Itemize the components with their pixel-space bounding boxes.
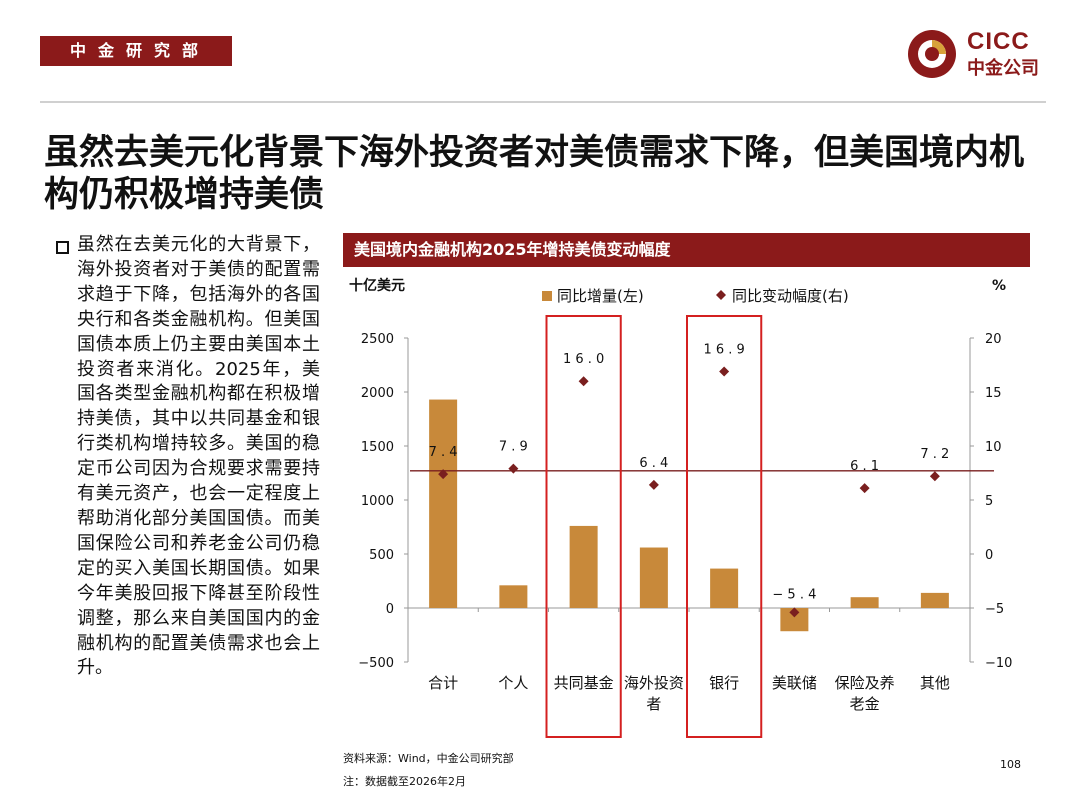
- x-category-label: 者: [646, 695, 661, 713]
- y-left-tick-label: 1000: [361, 494, 394, 509]
- point-label: 7 . 9: [499, 440, 528, 455]
- data-note: 注：数据截至2026年2月: [343, 775, 466, 788]
- point-label: 7 . 2: [920, 447, 949, 462]
- y-right-tick-label: 0: [985, 548, 993, 563]
- x-category-label: 银行: [709, 674, 739, 692]
- highlight-box-共同基金: [545, 315, 622, 738]
- x-category-label: 保险及养: [835, 674, 895, 692]
- x-category-label: 共同基金: [554, 674, 614, 692]
- x-category-label: 其他: [920, 674, 950, 692]
- highlight-box-银行: [686, 315, 763, 738]
- department-banner: 中金研究部: [40, 36, 232, 66]
- bar-保险及养老金: [850, 597, 879, 608]
- x-category-label: 老金: [850, 695, 880, 713]
- bar-个人: [499, 585, 528, 608]
- legend-point-label: 同比变动幅度(右): [732, 287, 849, 305]
- bullet-square-icon: [56, 241, 69, 254]
- y-left-tick-label: −500: [358, 656, 394, 671]
- point-label: 6 . 4: [639, 456, 668, 471]
- point-label: 7 . 4: [429, 445, 458, 460]
- bullet-paragraph: 虽然在去美元化的大背景下，海外投资者对于美债的配置需求趋于下降，包括海外的各国央…: [56, 233, 320, 681]
- x-category-label: 合计: [428, 674, 458, 692]
- y-left-tick-label: 1500: [361, 440, 394, 455]
- logo-chinese-text: 中金公司: [967, 58, 1039, 79]
- y-right-unit-label: %: [992, 278, 1006, 294]
- legend-diamond-icon: [716, 290, 726, 300]
- page-number: 108: [1000, 758, 1021, 771]
- y-left-tick-label: 0: [386, 602, 394, 617]
- bar-其他: [920, 592, 949, 608]
- point-label: 1 6 . 0: [563, 352, 604, 367]
- page-title: 虽然去美元化背景下海外投资者对美债需求下降，但美国境内机构仍积极增持美债: [44, 133, 1025, 215]
- point-marker-合计: [438, 469, 449, 480]
- bar-海外投资者: [639, 547, 668, 608]
- header-divider: [40, 101, 1046, 103]
- point-marker-保险及养老金: [859, 483, 870, 494]
- logo-english-text: CICC: [967, 28, 1030, 55]
- y-right-tick-label: −5: [985, 602, 1004, 617]
- point-label: 6 . 1: [850, 459, 879, 474]
- point-marker-个人: [508, 463, 519, 474]
- cicc-logo: CICC 中金公司: [906, 26, 1046, 80]
- point-marker-海外投资者: [648, 479, 659, 490]
- source-note: 资料来源：Wind，中金公司研究部: [343, 752, 514, 765]
- bullet-text: 虽然在去美元化的大背景下，海外投资者对于美债的配置需求趋于下降，包括海外的各国央…: [77, 234, 320, 679]
- point-label: − 5 . 4: [772, 587, 816, 602]
- point-marker-美联储: [789, 607, 800, 618]
- y-right-tick-label: 20: [985, 332, 1002, 347]
- bar-美联储: [780, 608, 809, 632]
- point-marker-银行: [719, 366, 730, 377]
- point-label: 1 6 . 9: [703, 342, 744, 357]
- y-left-tick-label: 2500: [361, 332, 394, 347]
- chart-header: 美国境内金融机构2025年增持美债变动幅度: [343, 233, 1030, 267]
- y-left-tick-label: 2000: [361, 386, 394, 401]
- bar-共同基金: [569, 525, 598, 608]
- y-left-tick-label: 500: [369, 548, 394, 563]
- y-right-tick-label: 15: [985, 386, 1002, 401]
- bar-合计: [429, 399, 458, 608]
- point-marker-其他: [929, 471, 940, 482]
- legend-bar-swatch: [542, 291, 552, 301]
- logo-emblem-icon: [908, 30, 956, 78]
- y-left-unit-label: 十亿美元: [349, 277, 405, 294]
- y-right-tick-label: −10: [985, 656, 1012, 671]
- x-category-label: 美联储: [772, 674, 817, 692]
- x-category-label: 个人: [498, 674, 528, 692]
- y-right-tick-label: 10: [985, 440, 1002, 455]
- bar-银行: [710, 568, 739, 608]
- y-right-tick-label: 5: [985, 494, 993, 509]
- x-category-label: 海外投资: [624, 674, 684, 692]
- point-marker-共同基金: [578, 376, 589, 387]
- legend-bar-label: 同比增量(左): [557, 287, 644, 305]
